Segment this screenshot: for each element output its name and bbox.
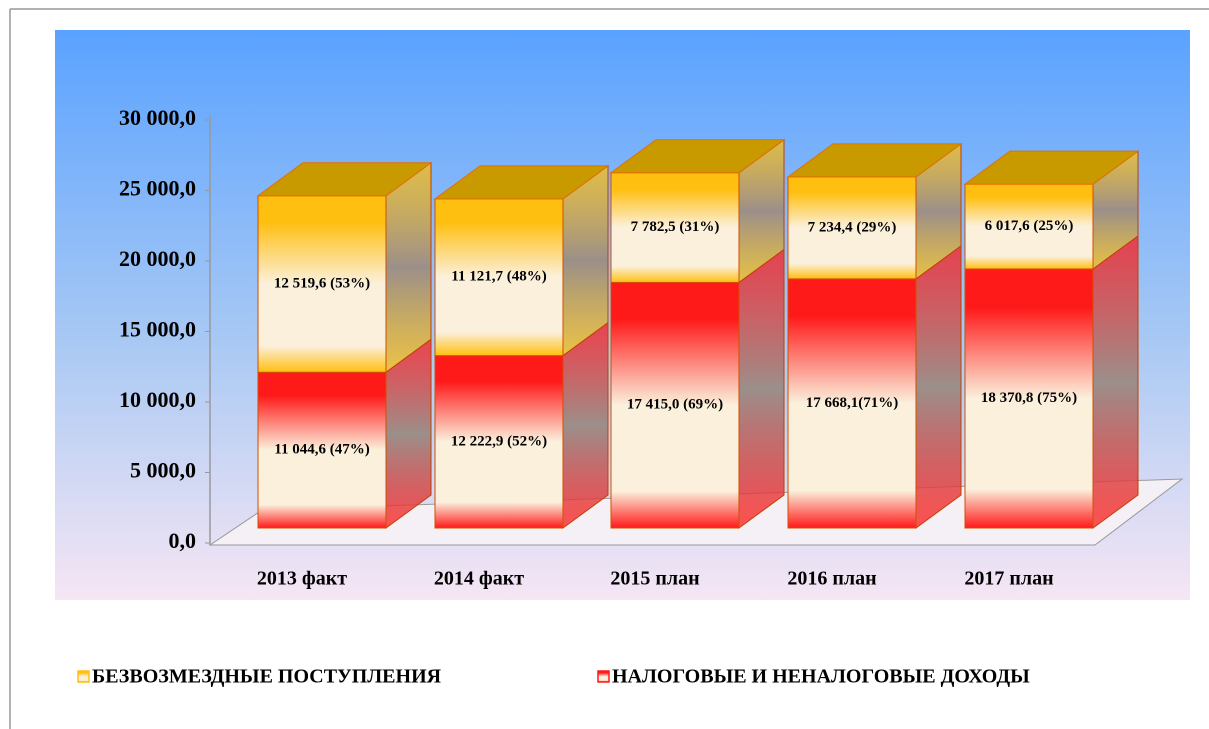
data-label: 7 234,4 (29%): [808, 219, 897, 235]
data-label: 7 782,5 (31%): [631, 219, 720, 235]
bar-side: [738, 248, 785, 529]
x-tick-label: 2013 факт: [257, 568, 347, 590]
data-label: 12 519,6 (53%): [274, 275, 370, 291]
data-label: 12 222,9 (52%): [451, 433, 547, 449]
bar-top: [786, 143, 963, 178]
y-tick-label: 15 000,0: [119, 317, 196, 342]
legend-label: БЕЗВОЗМЕЗДНЫЕ ПОСТУПЛЕНИЯ: [92, 666, 442, 688]
bar-segment: [610, 172, 740, 283]
legend-swatch: [597, 670, 610, 683]
data-label: 18 370,8 (75%): [981, 390, 1077, 406]
bar-top: [609, 139, 786, 174]
x-tick-label: 2014 факт: [434, 568, 524, 590]
bar-side: [562, 321, 609, 529]
data-label: 11 044,6 (47%): [274, 442, 369, 458]
legend-label: НАЛОГОВЫЕ И НЕНАЛОГОВЫЕ ДОХОДЫ: [612, 666, 1030, 688]
bar-top: [433, 165, 610, 200]
y-tick-label: 10 000,0: [119, 387, 196, 412]
x-tick-label: 2017 план: [964, 568, 1053, 590]
bar-segment: [964, 183, 1094, 270]
y-tick-label: 5 000,0: [130, 458, 196, 483]
x-tick-label: 2016 план: [787, 568, 876, 590]
bar-segment: [610, 281, 740, 529]
data-label: 17 668,1(71%): [806, 395, 899, 411]
bar-segment: [964, 268, 1094, 529]
data-label: 11 121,7 (48%): [451, 269, 546, 285]
y-tick-label: 30 000,0: [119, 105, 196, 130]
bar-top: [963, 150, 1140, 185]
legend-swatch: [77, 670, 90, 683]
x-tick-label: 2015 план: [610, 568, 699, 590]
data-label: 17 415,0 (69%): [627, 397, 723, 413]
y-tick-label: 20 000,0: [119, 246, 196, 271]
bar-side: [1092, 234, 1139, 529]
bar-side: [385, 161, 432, 374]
bar-top: [256, 162, 433, 197]
bar-segment: [434, 198, 564, 357]
bar-segment: [787, 278, 917, 529]
y-tick-label: 25 000,0: [119, 176, 196, 201]
bar-segment: [434, 355, 564, 529]
data-label: 6 017,6 (25%): [985, 218, 1074, 234]
bar-side: [915, 244, 962, 529]
y-tick-label: 0,0: [169, 528, 197, 553]
